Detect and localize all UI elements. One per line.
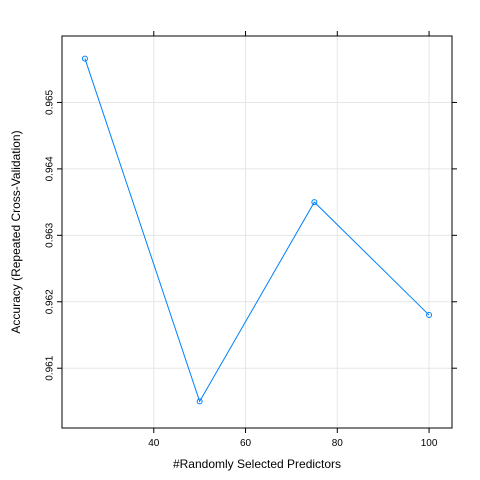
grid-layer — [62, 36, 452, 428]
y-tick-label-0: 0.961 — [45, 355, 56, 380]
plot-border — [61, 35, 453, 429]
ticks-layer: 40 60 80 100 0.961 0.962 0.963 0.964 0.965 — [45, 31, 457, 449]
x-tick-label-1: 60 — [240, 438, 252, 449]
data-point-0 — [81, 55, 88, 62]
y-tick-label-2: 0.963 — [45, 222, 56, 247]
x-axis-title: #Randomly Selected Predictors — [173, 457, 341, 471]
data-point-3 — [426, 312, 433, 319]
x-tick-label-3: 100 — [421, 438, 438, 449]
y-tick-label-1: 0.962 — [45, 289, 56, 314]
series-line-0 — [84, 58, 430, 403]
x-tick-label-2: 80 — [332, 438, 344, 449]
data-point-1 — [196, 398, 203, 405]
y-tick-label-4: 0.965 — [45, 89, 56, 114]
y-tick-label-3: 0.964 — [45, 156, 56, 181]
series-layer — [81, 55, 433, 405]
x-tick-label-0: 40 — [148, 438, 160, 449]
y-axis-title: Accuracy (Repeated Cross-Validation) — [9, 130, 23, 333]
data-point-2 — [311, 199, 318, 206]
